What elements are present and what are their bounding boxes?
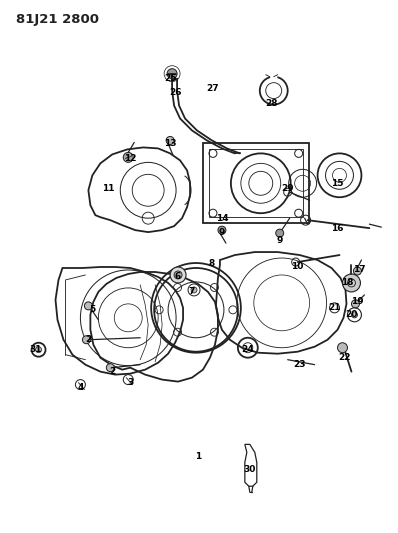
Text: 11: 11 <box>102 184 115 193</box>
Circle shape <box>343 274 361 292</box>
Text: 15: 15 <box>331 179 344 188</box>
Text: 2: 2 <box>109 367 115 376</box>
Circle shape <box>35 347 41 353</box>
Text: 29: 29 <box>281 184 294 193</box>
Text: 17: 17 <box>353 265 366 274</box>
Circle shape <box>351 300 359 308</box>
Circle shape <box>218 226 226 234</box>
Text: 6: 6 <box>175 272 181 281</box>
Text: 18: 18 <box>341 278 354 287</box>
Circle shape <box>338 343 347 353</box>
Circle shape <box>166 136 174 144</box>
Text: 22: 22 <box>338 353 351 362</box>
Circle shape <box>276 229 284 237</box>
Text: 28: 28 <box>265 99 278 108</box>
Text: 13: 13 <box>164 139 176 148</box>
Circle shape <box>106 364 114 372</box>
Text: 20: 20 <box>345 310 358 319</box>
Text: 31: 31 <box>29 345 42 354</box>
Text: 7: 7 <box>189 287 195 296</box>
Circle shape <box>84 302 92 310</box>
Text: 2: 2 <box>85 335 92 344</box>
Text: 30: 30 <box>244 465 256 474</box>
Circle shape <box>191 287 197 293</box>
Circle shape <box>351 312 357 318</box>
Text: 24: 24 <box>242 345 254 354</box>
Text: 26: 26 <box>169 88 181 97</box>
Text: 9: 9 <box>219 228 225 237</box>
Text: 27: 27 <box>207 84 219 93</box>
Circle shape <box>167 69 177 79</box>
Circle shape <box>353 267 361 275</box>
Text: 19: 19 <box>351 297 364 306</box>
Text: 16: 16 <box>331 224 344 232</box>
Circle shape <box>123 152 133 163</box>
Text: 8: 8 <box>209 259 215 268</box>
Text: 4: 4 <box>77 383 84 392</box>
Circle shape <box>170 267 186 283</box>
Text: 3: 3 <box>127 378 133 387</box>
Text: 9: 9 <box>277 236 283 245</box>
Text: 10: 10 <box>291 262 304 271</box>
Text: 81J21 2800: 81J21 2800 <box>16 13 99 26</box>
Circle shape <box>174 271 182 279</box>
Text: 5: 5 <box>89 305 96 314</box>
Text: 14: 14 <box>216 214 228 223</box>
Text: 12: 12 <box>124 154 137 163</box>
Circle shape <box>82 336 90 344</box>
Text: 21: 21 <box>328 303 341 312</box>
Text: 23: 23 <box>293 360 306 369</box>
Text: 1: 1 <box>195 452 201 461</box>
Text: 25: 25 <box>164 74 176 83</box>
